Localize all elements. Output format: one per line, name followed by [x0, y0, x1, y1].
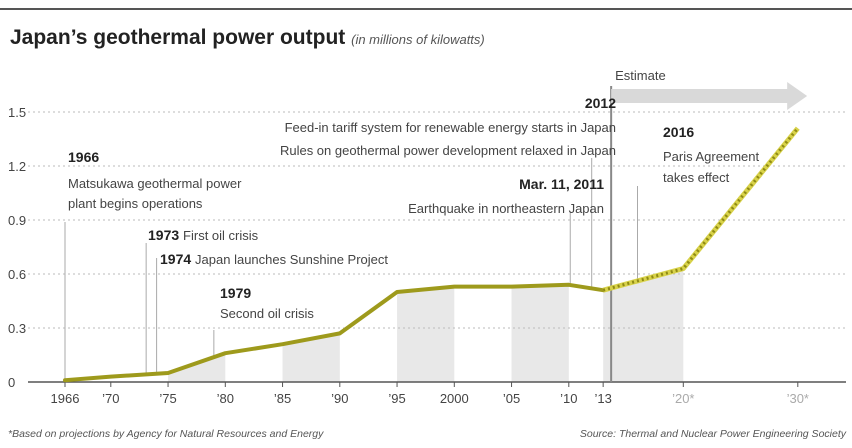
annotation-1974-text: Japan launches Sunshine Project — [195, 252, 388, 267]
annotation-2012-text-1: Feed-in tariff system for renewable ener… — [285, 120, 616, 135]
series-estimate-line — [602, 126, 800, 293]
x-tick-label-12: ’30* — [787, 391, 809, 406]
annotation-1974: 1974 Japan launches Sunshine Project — [160, 251, 388, 267]
x-tick-label-11: ’20* — [672, 391, 694, 406]
x-tick-label-10: ’13 — [594, 391, 611, 406]
annotation-1966-text-2: plant begins operations — [68, 196, 203, 211]
y-tick-label-4: 1.2 — [8, 159, 26, 174]
footnote: *Based on projections by Agency for Natu… — [8, 428, 324, 440]
annotation-2011-text: Earthquake in northeastern Japan — [408, 201, 604, 216]
title-unit: (in millions of kilowatts) — [351, 32, 485, 47]
x-tick-label-7: 2000 — [440, 391, 469, 406]
x-tick-label-9: ’10 — [560, 391, 577, 406]
annotation-2016-year: 2016 — [663, 124, 694, 140]
y-tick-label-2: 0.6 — [8, 267, 26, 282]
x-tick-label-3: ’80 — [217, 391, 234, 406]
series-actual-line — [63, 282, 606, 383]
chart-title: Japan’s geothermal power output (in mill… — [10, 26, 485, 50]
x-tick-label-1: ’70 — [102, 391, 119, 406]
annotation-1966-year: 1966 — [68, 149, 99, 165]
annotation-1973-year: 1973 — [148, 227, 183, 243]
x-tick-label-4: ’85 — [274, 391, 291, 406]
annotation-2016-text-2: takes effect — [663, 170, 730, 185]
annotation-2012-text-2: Rules on geothermal power development re… — [280, 143, 616, 158]
y-tick-label-1: 0.3 — [8, 321, 26, 336]
estimate-arrow-head — [787, 82, 808, 110]
estimate-label: Estimate — [615, 68, 666, 83]
x-tick-label-8: ’05 — [503, 391, 520, 406]
estimate-arrow-shaft — [611, 89, 790, 103]
y-tick-label-5: 1.5 — [8, 105, 26, 120]
y-tick-label-0: 0 — [8, 375, 15, 390]
x-tick-label-5: ’90 — [331, 391, 348, 406]
area-band-2 — [397, 128, 455, 382]
annotation-1966-text-1: Matsukawa geothermal power — [68, 176, 242, 191]
area-band-0 — [168, 128, 226, 382]
annotation-1973: 1973 First oil crisis — [148, 227, 259, 243]
x-tick-label-0: 1966 — [51, 391, 80, 406]
y-tick-label-3: 0.9 — [8, 213, 26, 228]
annotation-2016-text-1: Paris Agreement — [663, 149, 759, 164]
annotation-1974-year: 1974 — [160, 251, 195, 267]
annotation-1979-year: 1979 — [220, 285, 251, 301]
x-tick-label-6: ’95 — [388, 391, 405, 406]
annotation-2011-year: Mar. 11, 2011 — [519, 176, 604, 192]
title-main: Japan’s geothermal power output — [10, 26, 346, 49]
source-note: Source: Thermal and Nuclear Power Engine… — [579, 428, 846, 440]
annotation-2012-year: 2012 — [585, 95, 616, 111]
annotation-1979-text: Second oil crisis — [220, 306, 314, 321]
top-rule — [0, 8, 852, 10]
x-tick-label-2: ’75 — [159, 391, 176, 406]
annotation-1973-text: First oil crisis — [183, 228, 259, 243]
area-band-1 — [282, 128, 340, 382]
area-band-4 — [603, 128, 684, 382]
